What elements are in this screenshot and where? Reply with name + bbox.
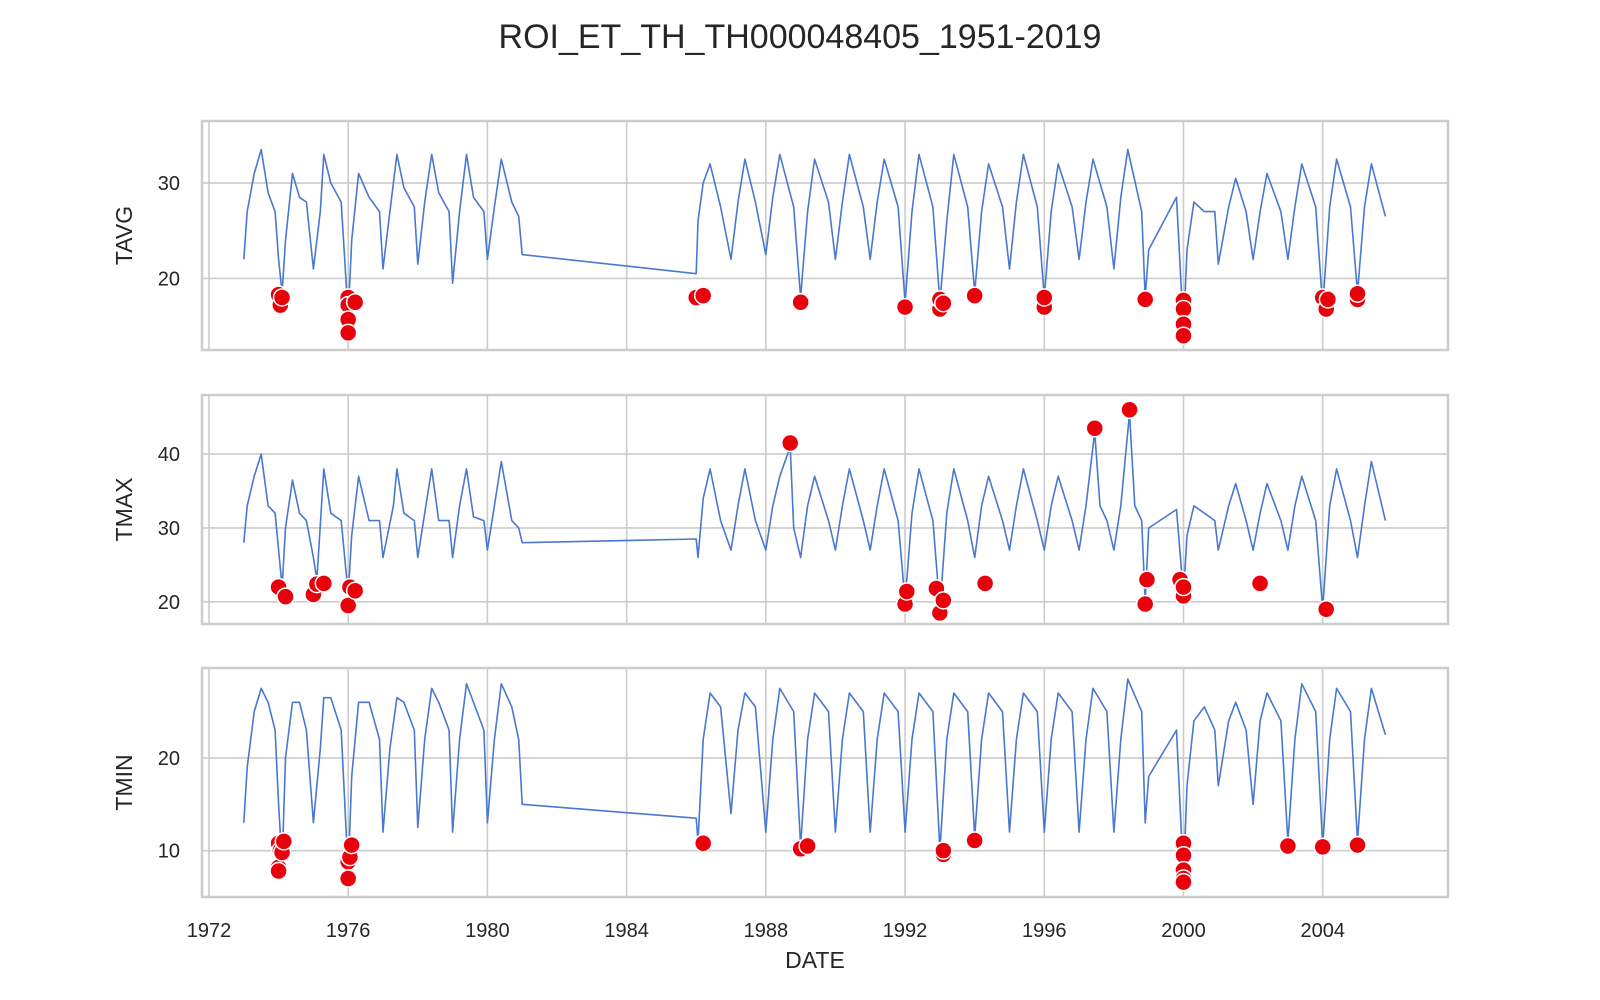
panels: 20 30 TAVG 20 30 40 TMAX 10 20 TMIN 1972 1976 1980 19…	[111, 119, 1450, 942]
outlier-point	[1035, 288, 1054, 307]
x-tick-label: 1984	[604, 920, 649, 942]
outlier-point	[342, 835, 361, 855]
outlier-point	[276, 587, 295, 606]
outlier-point	[345, 293, 365, 312]
outlier-point	[1316, 599, 1336, 619]
x-tick-label: 1988	[744, 920, 789, 942]
outlier-point	[345, 581, 365, 601]
y-tick-label: 40	[158, 444, 180, 466]
series-line-tmax	[243, 412, 1387, 610]
series-line-tmin	[243, 678, 1387, 880]
outlier-point	[1135, 290, 1155, 309]
outlier-point	[1278, 836, 1298, 856]
outlier-point	[965, 286, 984, 305]
outlier-point	[272, 288, 292, 307]
x-tick-label: 2004	[1300, 920, 1345, 942]
outlier-point	[1174, 872, 1193, 892]
panel-tmin: 10 20 TMIN	[111, 666, 1450, 899]
y-tick-label: 20	[158, 268, 180, 290]
panel-frame	[200, 119, 1450, 352]
outlier-point	[1348, 835, 1367, 855]
series-line-tavg	[243, 148, 1387, 332]
x-axis-label: DATE	[785, 947, 845, 973]
panel-frame	[200, 393, 1450, 626]
y-tick-label: 30	[158, 173, 180, 195]
x-tick-label: 1992	[883, 920, 928, 942]
outlier-point	[269, 861, 288, 881]
outlier-point	[274, 832, 294, 851]
outlier-point	[1348, 284, 1367, 303]
outlier-point	[338, 596, 358, 615]
x-tick-label: 1980	[465, 920, 510, 942]
outlier-point	[934, 293, 953, 313]
outlier-point	[965, 831, 984, 850]
outlier-point	[338, 869, 358, 888]
outlier-point	[1137, 570, 1157, 589]
outlier-point	[1250, 574, 1270, 593]
outlier-point	[314, 574, 334, 593]
panel-tmax: 20 30 40 TMAX	[111, 393, 1450, 626]
y-tick-label: 20	[158, 592, 180, 614]
outlier-point	[895, 297, 915, 317]
x-tick-label: 1976	[326, 920, 371, 942]
y-axis-label: TAVG	[111, 206, 137, 265]
y-axis-label: TMAX	[111, 478, 137, 542]
panel-frame	[200, 666, 1450, 899]
y-axis-label: TMIN	[111, 754, 137, 810]
outlier-point	[934, 841, 953, 860]
outlier-point	[1174, 326, 1193, 345]
x-tick-label: 1972	[187, 920, 232, 942]
outlier-point	[693, 833, 713, 853]
outlier-point	[897, 582, 917, 601]
panel-tavg: 20 30 TAVG	[111, 119, 1450, 352]
outlier-point	[1135, 594, 1155, 614]
outlier-point	[975, 574, 995, 593]
outlier-point	[780, 433, 800, 453]
outlier-point	[338, 323, 358, 343]
outlier-point	[934, 591, 953, 610]
chart-title: ROI_ET_TH_TH000048405_1951-2019	[499, 18, 1102, 56]
outlier-point	[693, 286, 713, 305]
outlier-point	[1174, 577, 1193, 597]
outlier-point	[1318, 290, 1338, 309]
y-tick-label: 20	[158, 748, 180, 770]
y-tick-label: 10	[158, 841, 180, 863]
x-tick-label: 2000	[1161, 920, 1206, 942]
outlier-point	[1085, 418, 1104, 438]
y-tick-label: 30	[158, 518, 180, 540]
outlier-point	[1120, 400, 1139, 420]
x-tick-label: 1996	[1022, 920, 1067, 942]
outlier-point	[1174, 299, 1193, 319]
outlier-point	[1313, 837, 1332, 857]
outlier-point	[791, 293, 810, 312]
outlier-point	[798, 836, 817, 856]
